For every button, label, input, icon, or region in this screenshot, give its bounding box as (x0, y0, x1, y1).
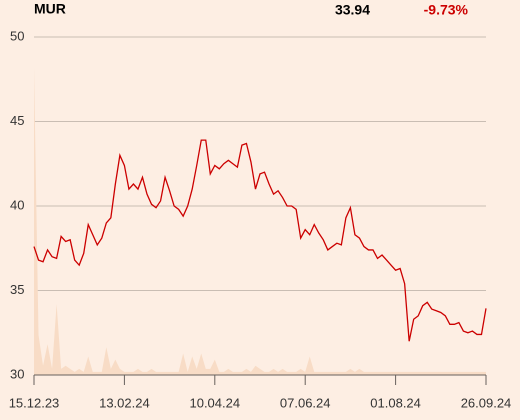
change: -9.73% (424, 2, 469, 18)
x-tick-label: 07.06.24 (280, 395, 331, 410)
y-tick-label: 50 (10, 28, 24, 43)
x-tick-label: 01.08.24 (370, 395, 421, 410)
x-tick-label: 26.09.24 (461, 395, 512, 410)
y-tick-label: 40 (10, 197, 24, 212)
y-tick-label: 45 (10, 113, 24, 128)
price-line (33, 139, 487, 342)
y-tick-label: 30 (10, 366, 24, 381)
last-price: 33.94 (335, 2, 370, 18)
y-tick-label: 35 (10, 282, 24, 297)
ticker: MUR (34, 1, 66, 17)
x-tick-label: 13.02.24 (99, 395, 150, 410)
x-tick-label: 10.04.24 (189, 395, 240, 410)
x-tick-label: 15.12.23 (9, 395, 60, 410)
